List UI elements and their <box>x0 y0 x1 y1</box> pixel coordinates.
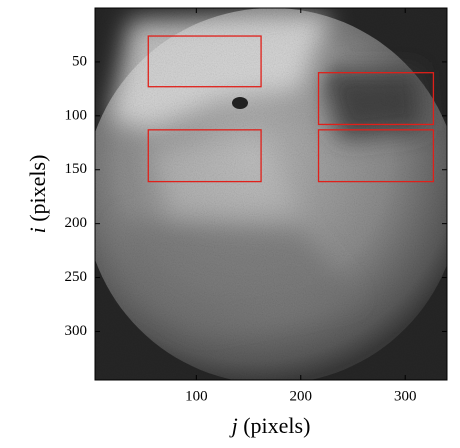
y-tick-label: 100 <box>65 107 88 123</box>
roi-rectangle <box>147 35 262 88</box>
y-tick-label: 300 <box>65 323 88 339</box>
y-tick-label: 150 <box>65 161 88 177</box>
x-tick-label: 100 <box>185 388 208 404</box>
x-tick-label: 200 <box>290 388 313 404</box>
y-tick-label: 200 <box>65 215 88 231</box>
roi-rectangle <box>317 129 435 183</box>
plot-frame <box>94 7 448 381</box>
x-axis-label: j (pixels) <box>229 413 311 438</box>
y-tick-label: 250 <box>65 269 88 285</box>
roi-rectangle <box>317 72 435 126</box>
y-axis-label: i (pixels) <box>25 155 50 234</box>
y-tick-label: 50 <box>72 53 87 69</box>
roi-rectangle <box>147 129 262 183</box>
x-tick-label: 300 <box>394 388 417 404</box>
image <box>95 8 447 380</box>
